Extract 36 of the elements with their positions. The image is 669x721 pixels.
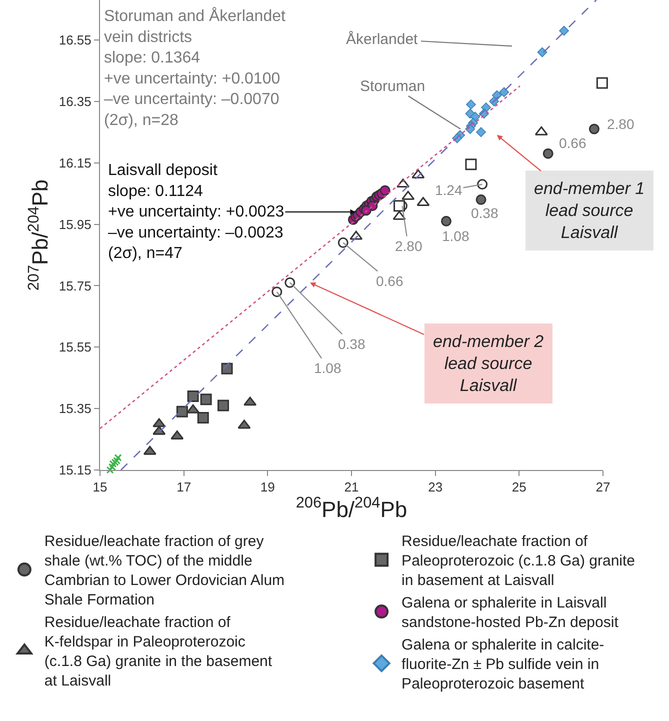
x-tick-label: 27 bbox=[596, 480, 610, 495]
x-tick-label: 25 bbox=[512, 480, 526, 495]
y-tick-label: 15.55 bbox=[58, 340, 92, 355]
y-tick-label: 16.15 bbox=[58, 155, 92, 170]
legend-label: Galena or sphalerite in Laisvall sandstone-hosted Pb-Zn deposit bbox=[402, 594, 620, 632]
annotation: Storuman and Åkerlandet vein districts slope: 0.1364 +ve uncertainty: +0.0100 –ve uncertainty: –0.0070 (2σ), n=28 bbox=[104, 7, 286, 129]
annotation: 0.66 bbox=[376, 273, 404, 289]
annotation: 0.38 bbox=[338, 336, 366, 352]
annotation: end-member 1 lead source Laisvall bbox=[534, 179, 645, 242]
y-tick-label: 15.75 bbox=[58, 278, 92, 294]
y-tick-label: 15.15 bbox=[58, 462, 92, 478]
annotation: 0.66 bbox=[559, 135, 586, 151]
legend-label: Galena or sphalerite in calcite-fluorite-Zn ± Pb sulfide vein in Paleoproterozoic basement bbox=[402, 636, 604, 693]
annotation: Storuman bbox=[360, 78, 426, 95]
annotation: end-member 2 lead source Laisvall bbox=[433, 332, 544, 396]
x-tick-label: 21 bbox=[344, 480, 359, 495]
y-tick-label: 15.95 bbox=[58, 216, 92, 232]
legend-label: Residue/leachate fraction of grey shale (wt.% TOC) of the middle Cambrian to Lower Ordovician Alum Shale Formation bbox=[44, 533, 285, 609]
annotation: 2.80 bbox=[607, 116, 634, 132]
x-tick-label: 23 bbox=[428, 480, 443, 495]
x-tick-label: 19 bbox=[260, 480, 275, 495]
x-tick-label: 15 bbox=[92, 480, 108, 495]
y-tick-label: 16.35 bbox=[58, 94, 92, 109]
annotation: 1.24 bbox=[435, 182, 462, 198]
legend-label: Residue/leachate fraction of K-feldspar in Paleoproterozoic (c.1.8 Ga) granite in the basement at Laisvall bbox=[44, 614, 273, 690]
x-tick-label: 17 bbox=[176, 480, 192, 495]
annotation: 0.38 bbox=[471, 205, 498, 221]
annotation: 2.80 bbox=[395, 238, 422, 254]
annotation: Åkerlandet bbox=[346, 30, 419, 48]
annotation: 1.08 bbox=[442, 228, 470, 244]
y-tick-label: 15.35 bbox=[58, 401, 92, 416]
x-axis-title: $^{206}$Pb/$^{204}$Pb bbox=[296, 494, 408, 522]
y-tick-label: 16.55 bbox=[58, 32, 92, 48]
annotation: 1.08 bbox=[314, 360, 342, 376]
legend-label: Residue/leachate fraction of Paleoproterozoic (c.1.8 Ga) granite in basement at Laisvall bbox=[402, 533, 636, 590]
annotation: Laisvall deposit slope: 0.1124 +ve uncertainty: +0.0023 –ve uncertainty: –0.0023 (2σ), n=47 bbox=[108, 162, 284, 262]
